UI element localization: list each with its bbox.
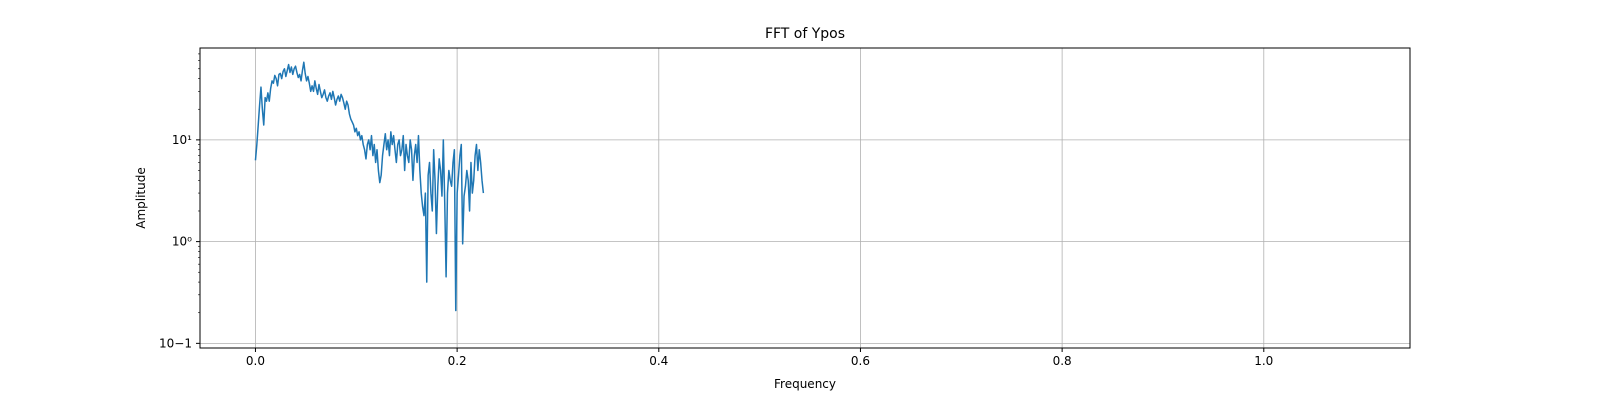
x-tick-label: 1.0 — [1254, 354, 1273, 368]
x-tick-label: 0.0 — [246, 354, 265, 368]
x-axis-label: Frequency — [774, 377, 836, 391]
x-tick-label: 0.6 — [851, 354, 870, 368]
x-tick-label: 0.4 — [649, 354, 668, 368]
y-axis-ticks: 10−1 10⁰ 10¹ — [159, 53, 200, 350]
x-axis-ticks: 0.0 0.2 0.4 0.6 0.8 1.0 — [246, 348, 1273, 368]
y-tick-label: 10−1 — [159, 336, 192, 350]
axes-frame — [199, 47, 1411, 349]
x-tick-label: 0.2 — [448, 354, 467, 368]
grid — [200, 48, 1410, 348]
y-tick-label: 10¹ — [172, 133, 192, 147]
y-axis-label: Amplitude — [134, 167, 148, 229]
y-tick-label: 10⁰ — [172, 235, 192, 249]
series-group — [254, 61, 485, 312]
x-tick-label: 0.8 — [1053, 354, 1072, 368]
fft-series-line — [254, 61, 485, 312]
chart-title: FFT of Ypos — [765, 26, 845, 42]
